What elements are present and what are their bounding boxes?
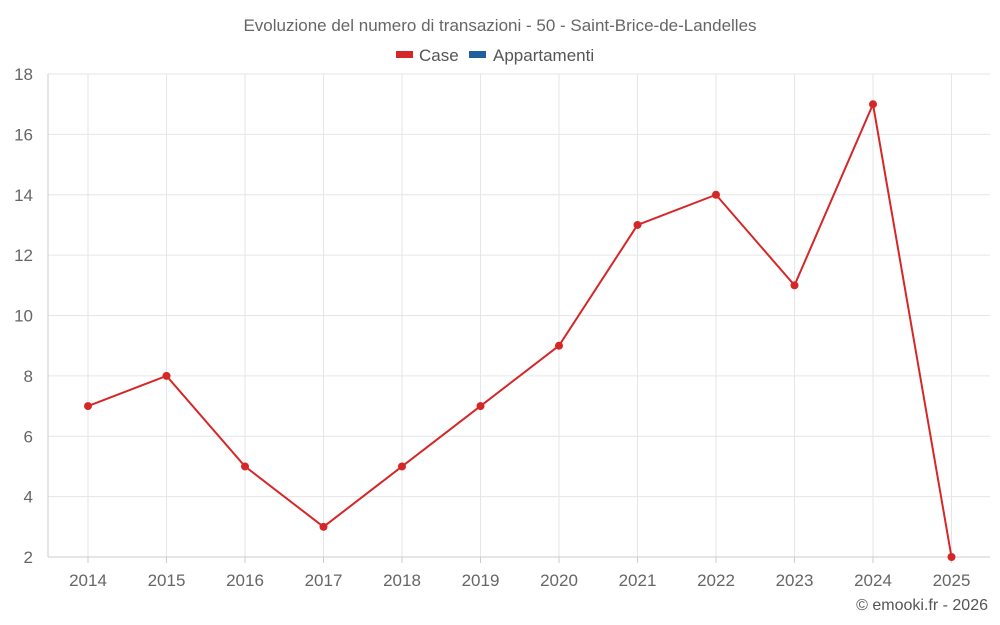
- x-tick-label-2022: 2022: [697, 571, 735, 590]
- data-point-case-2018[interactable]: [398, 462, 406, 471]
- data-point-case-2022[interactable]: [712, 190, 720, 199]
- x-tick-label-2024: 2024: [854, 571, 892, 590]
- x-tick-label-2021: 2021: [619, 571, 657, 590]
- y-tick-label-10: 10: [14, 307, 33, 326]
- data-point-case-2017[interactable]: [319, 522, 328, 531]
- x-tick-label-2014: 2014: [69, 571, 107, 590]
- legend-item-case[interactable]: Case: [396, 46, 459, 65]
- y-tick-label-18: 18: [14, 65, 33, 84]
- data-point-case-2015[interactable]: [162, 371, 171, 380]
- x-tick-label-2020: 2020: [540, 571, 578, 590]
- legend-label-case: Case: [419, 46, 459, 65]
- y-tick-label-12: 12: [14, 246, 33, 265]
- series: [84, 100, 956, 561]
- data-point-case-2021[interactable]: [633, 220, 642, 229]
- y-tick-label-4: 4: [24, 488, 33, 507]
- y-tick-label-6: 6: [24, 427, 33, 446]
- x-tick-label-2025: 2025: [933, 571, 971, 590]
- x-tick-label-2015: 2015: [148, 571, 186, 590]
- x-tick-label-2023: 2023: [776, 571, 814, 590]
- y-tick-label-8: 8: [24, 367, 33, 386]
- data-point-case-2024[interactable]: [869, 100, 877, 109]
- legend: Case Appartamenti: [396, 46, 594, 65]
- data-point-case-2014[interactable]: [84, 402, 92, 411]
- legend-swatch-appartamenti: [469, 51, 486, 58]
- x-tick-label-2017: 2017: [305, 571, 343, 590]
- series-line-case: [87, 100, 953, 558]
- legend-label-appartamenti: Appartamenti: [493, 46, 594, 65]
- axes: 2 4 6 8 10 12 14 16 18 2014 2015 2016 2017 2018 2019 20…: [14, 65, 990, 590]
- y-tick-label-16: 16: [14, 125, 33, 144]
- grid: [48, 73, 990, 557]
- x-tick-label-2019: 2019: [462, 571, 500, 590]
- credit-text: © emooki.fr - 2026: [856, 597, 988, 614]
- x-tick-label-2016: 2016: [226, 571, 264, 590]
- data-point-case-2020[interactable]: [555, 341, 563, 350]
- data-point-case-2019[interactable]: [476, 402, 485, 411]
- x-tick-label-2018: 2018: [383, 571, 421, 590]
- y-tick-label-2: 2: [24, 548, 33, 567]
- data-point-case-2023[interactable]: [790, 281, 799, 290]
- legend-swatch-case: [396, 51, 413, 58]
- data-point-case-2025[interactable]: [947, 553, 956, 561]
- legend-item-appartamenti[interactable]: Appartamenti: [469, 46, 594, 65]
- data-point-case-2016[interactable]: [241, 462, 249, 471]
- y-tick-label-14: 14: [14, 186, 33, 205]
- chart-title: Evoluzione del numero di transazioni - 5…: [243, 16, 756, 35]
